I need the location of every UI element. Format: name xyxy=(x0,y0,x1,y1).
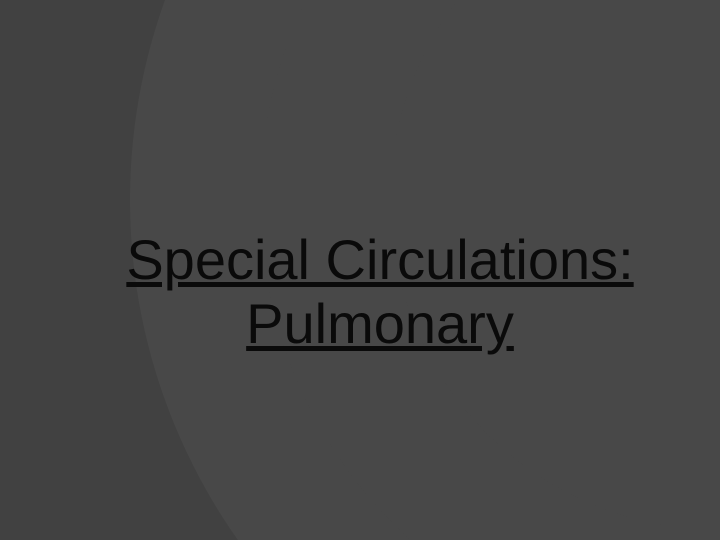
slide-title: Special Circulations: Pulmonary xyxy=(0,228,720,357)
title-line-2: Pulmonary xyxy=(40,292,720,356)
title-line-1: Special Circulations: xyxy=(40,228,720,292)
slide: Special Circulations: Pulmonary xyxy=(0,0,720,540)
